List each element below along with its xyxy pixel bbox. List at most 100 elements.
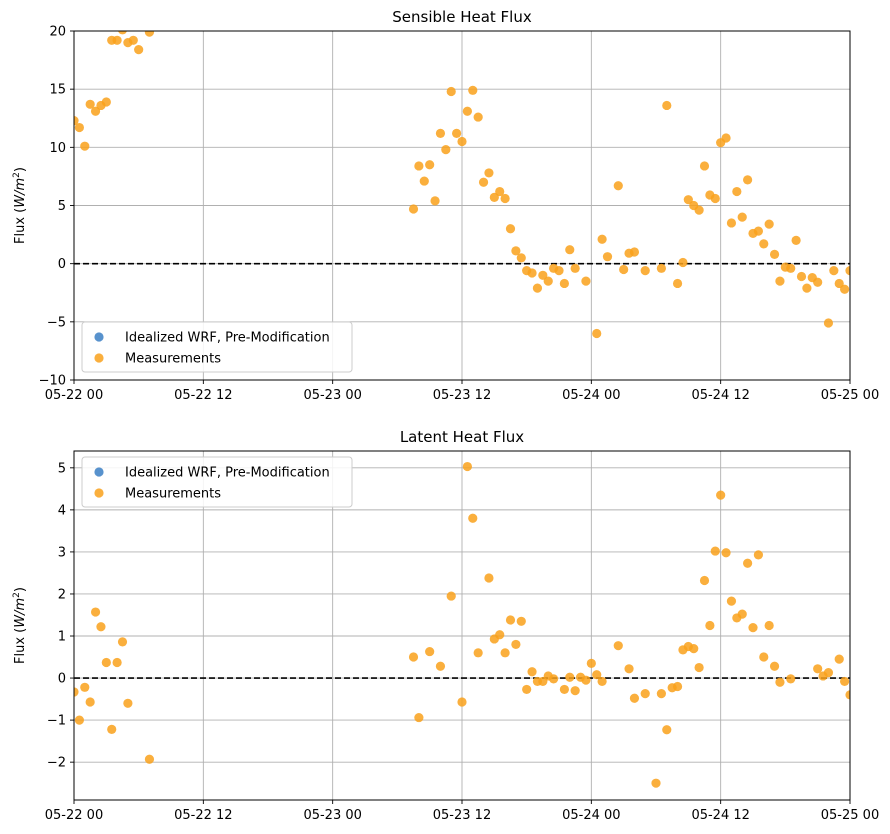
- measurement-points: [74, 461, 850, 788]
- legend-label: Idealized WRF, Pre-Modification: [125, 466, 330, 481]
- measurement-point: [710, 546, 720, 556]
- y-tick-label: −10: [39, 374, 66, 389]
- measurement-point: [705, 620, 715, 631]
- measurement-point: [802, 283, 812, 293]
- measurement-point: [748, 623, 758, 633]
- measurement-point: [554, 266, 564, 276]
- measurement-point: [527, 268, 537, 278]
- measurement-point: [112, 657, 122, 668]
- x-tick-label: 05-23 00: [303, 388, 361, 403]
- measurement-point: [101, 97, 111, 107]
- measurement-point: [759, 239, 769, 249]
- chart-title: Sensible Heat Flux: [392, 8, 532, 26]
- measurement-point: [629, 693, 640, 703]
- measurement-point: [651, 778, 661, 788]
- measurement-point: [570, 263, 580, 273]
- measurement-point: [473, 648, 483, 658]
- x-tick-label: 05-24 12: [691, 808, 749, 823]
- y-tick-label: 10: [49, 141, 66, 156]
- x-tick-label: 05-24 12: [691, 388, 749, 403]
- measurement-point: [840, 284, 850, 294]
- legend-marker: [94, 488, 104, 498]
- y-tick-label: 5: [58, 461, 66, 476]
- measurement-point: [462, 106, 472, 116]
- measurement-point: [144, 754, 155, 764]
- measurement-point: [90, 106, 101, 116]
- axes-frame: [73, 30, 851, 381]
- measurement-point: [743, 175, 753, 185]
- measurement-point: [775, 677, 785, 687]
- y-tick-label: 15: [49, 83, 66, 98]
- measurement-point: [559, 278, 569, 289]
- measurement-point: [511, 246, 521, 256]
- legend: Idealized WRF, Pre-Modification Measureme…: [81, 321, 353, 373]
- measurement-point: [775, 276, 785, 286]
- measurement-point: [769, 249, 780, 259]
- y-tick-label: 2: [58, 587, 66, 602]
- y-tick-label: 0: [58, 257, 66, 272]
- measurement-point: [753, 226, 763, 236]
- y-tick-label: −2: [47, 756, 66, 771]
- measurement-point: [796, 271, 807, 282]
- measurement-point: [743, 558, 753, 568]
- measurement-point: [430, 196, 440, 206]
- measurement-point: [85, 99, 95, 109]
- x-tick-label: 05-22 00: [45, 808, 103, 823]
- y-tick-label: 3: [58, 545, 66, 560]
- measurement-point: [473, 112, 483, 122]
- measurement-point: [759, 652, 769, 662]
- measurement-point: [624, 664, 634, 674]
- measurement-point: [565, 245, 575, 255]
- measurement-point: [619, 264, 629, 275]
- legend-label: Measurements: [125, 487, 221, 502]
- measurement-point: [489, 192, 499, 202]
- measurement-point: [549, 674, 559, 684]
- measurement-point: [592, 670, 602, 680]
- measurement-point: [505, 615, 516, 625]
- legend: Idealized WRF, Pre-Modification Measureme…: [81, 456, 353, 508]
- y-tick-label: 1: [58, 630, 66, 645]
- measurement-point: [74, 122, 84, 133]
- measurement-point: [457, 697, 467, 707]
- measurement-point: [786, 674, 796, 684]
- legend-marker: [94, 467, 104, 477]
- measurement-point: [764, 620, 774, 631]
- x-tick-label: 05-24 00: [562, 388, 620, 403]
- measurement-point: [435, 128, 446, 138]
- measurement-point: [672, 681, 683, 692]
- measurement-point: [721, 548, 731, 558]
- measurement-point: [721, 133, 731, 143]
- measurement-point: [80, 682, 90, 692]
- chart-panel-2: 05-22 00 05-22 12 05-23 00 05-23 12 05-24 00…: [12, 428, 879, 823]
- measurement-point: [74, 687, 79, 697]
- measurement-point: [716, 490, 726, 500]
- measurement-point: [592, 328, 602, 339]
- measurement-point: [629, 247, 640, 257]
- measurement-point: [532, 283, 543, 293]
- y-tick-label: 0: [58, 672, 66, 687]
- y-axis-label: Flux (W/m2): [12, 167, 28, 244]
- measurement-point: [505, 224, 516, 234]
- chart-panel-1: 05-22 00 05-22 12 05-23 00 05-23 12 05-24 00…: [12, 8, 879, 403]
- measurement-point: [478, 177, 489, 187]
- measurement-point: [117, 637, 128, 647]
- measurement-point: [640, 689, 650, 699]
- measurement-point: [511, 639, 521, 650]
- y-tick-label: −5: [47, 315, 66, 330]
- measurement-point: [829, 266, 839, 276]
- measurement-point: [452, 128, 462, 138]
- y-tick-label: 4: [58, 503, 66, 518]
- measurement-point: [764, 219, 774, 229]
- measurement-point: [586, 658, 596, 668]
- measurement-point: [710, 193, 720, 204]
- measurement-point: [689, 644, 699, 654]
- measurement-point: [408, 652, 419, 662]
- measurement-point: [597, 676, 607, 687]
- measurement-point: [484, 168, 494, 178]
- measurement-point: [414, 161, 424, 171]
- measurement-point: [96, 622, 106, 632]
- y-tick-label: 5: [58, 199, 66, 214]
- measurement-point: [834, 278, 844, 289]
- measurement-point: [457, 136, 467, 147]
- measurement-point: [112, 35, 122, 45]
